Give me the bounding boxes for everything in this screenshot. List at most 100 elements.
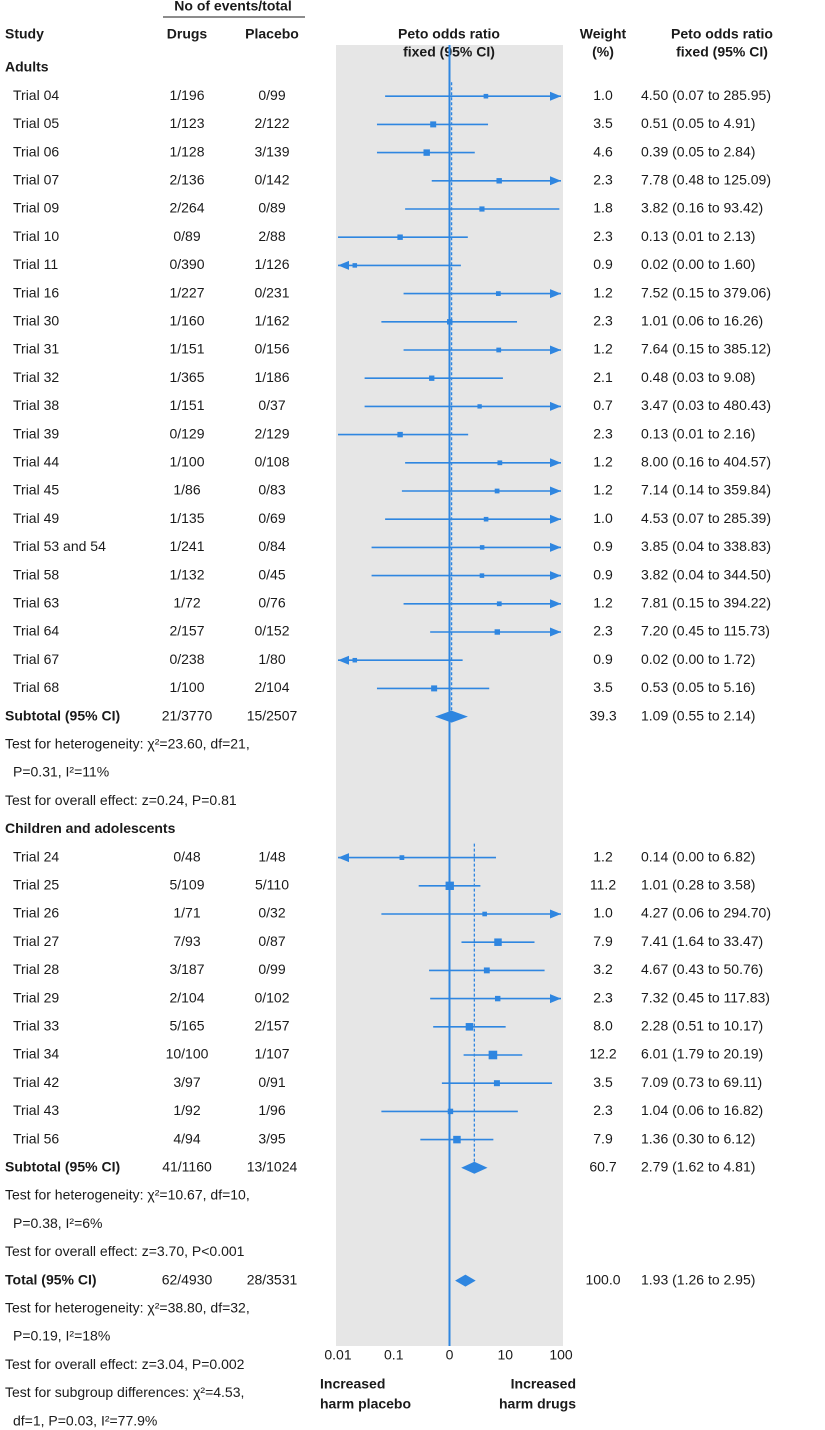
- placebo-events: 0/99: [258, 87, 285, 103]
- drugs-events: 1/128: [169, 143, 204, 159]
- study-square: [494, 938, 502, 946]
- x-tick-label: 10: [497, 1347, 513, 1363]
- placebo-header: Placebo: [245, 26, 299, 42]
- placebo-events: 0/84: [258, 538, 285, 554]
- ci-label: 0.13 (0.01 to 2.16): [641, 425, 755, 441]
- weight: 1.2: [593, 595, 613, 611]
- placebo-events: 1/80: [258, 651, 285, 667]
- drugs-events: 0/48: [173, 848, 200, 864]
- study-name: Trial 26: [13, 905, 59, 921]
- weight: 0.9: [593, 538, 613, 554]
- drugs-events: 1/227: [169, 284, 204, 300]
- study-square: [479, 545, 485, 550]
- test-note: Test for overall effect: z=3.70, P<0.001: [5, 1243, 245, 1259]
- study-square: [465, 1023, 474, 1031]
- study-square: [494, 995, 501, 1002]
- drugs-events: 2/264: [169, 200, 204, 216]
- study-square: [477, 404, 482, 409]
- study-name: Trial 10: [13, 228, 59, 244]
- weight: 7.9: [593, 933, 613, 949]
- study-name: Trial 16: [13, 284, 59, 300]
- drugs-events: 0/238: [169, 651, 204, 667]
- ci-label: 7.20 (0.45 to 115.73): [641, 623, 770, 639]
- arrow-head: [338, 853, 349, 863]
- weight: 11.2: [590, 877, 616, 893]
- study-square: [494, 629, 501, 635]
- placebo-events: 3/139: [254, 143, 289, 159]
- group-label: Adults: [5, 59, 49, 75]
- placebo-events: 0/37: [258, 397, 285, 413]
- study-name: Trial 49: [13, 510, 59, 526]
- study-square: [483, 516, 489, 522]
- x-tick-label: 0.1: [384, 1347, 404, 1363]
- drugs-events: 1/151: [169, 397, 204, 413]
- test-note: df=1, P=0.03, I²=77.9%: [13, 1412, 157, 1428]
- weight: 2.3: [593, 1102, 613, 1118]
- ci-label: 1.09 (0.55 to 2.14): [641, 707, 755, 723]
- test-note: Test for overall effect: z=0.24, P=0.81: [5, 792, 237, 808]
- placebo-events: 2/157: [254, 1018, 289, 1034]
- study-name: Trial 09: [13, 200, 59, 216]
- drugs-events: 1/241: [169, 538, 204, 554]
- ci-label: 4.27 (0.06 to 294.70): [641, 905, 771, 921]
- arrow-head: [338, 655, 349, 665]
- weight: 1.0: [593, 905, 613, 921]
- plot-header: Peto odds ratio: [398, 26, 500, 42]
- ci-header: Peto odds ratio: [671, 26, 773, 42]
- study-name: Trial 33: [13, 1018, 59, 1034]
- study-square: [352, 263, 358, 268]
- arrow-head: [550, 542, 561, 552]
- arrow-head: [550, 486, 561, 496]
- ci-label: 1.93 (1.26 to 2.95): [641, 1271, 755, 1287]
- ci-label: 4.50 (0.07 to 285.95): [641, 87, 771, 103]
- arrow-head: [550, 458, 561, 468]
- placebo-events: 5/110: [255, 877, 289, 893]
- x-tick-label: 0: [446, 1347, 454, 1363]
- weight: 1.0: [593, 510, 613, 526]
- study-name: Trial 64: [13, 623, 59, 639]
- drugs-events: 1/365: [169, 369, 204, 385]
- study-name: Trial 53 and 54: [13, 538, 106, 554]
- direction-label: harm placebo: [320, 1396, 411, 1412]
- ci-label: 0.14 (0.00 to 6.82): [641, 848, 755, 864]
- study-square: [429, 375, 435, 381]
- weight: 3.5: [593, 1074, 613, 1090]
- weight: 2.1: [593, 369, 613, 385]
- placebo-events: 0/152: [254, 623, 289, 639]
- placebo-events: 0/32: [258, 905, 285, 921]
- test-note: Test for overall effect: z=3.04, P=0.002: [5, 1356, 245, 1372]
- weight: 0.9: [593, 566, 613, 582]
- weight: 3.2: [593, 961, 613, 977]
- study-name: Trial 07: [13, 172, 59, 188]
- study-square: [496, 601, 502, 607]
- pooled-name: Total (95% CI): [5, 1271, 97, 1287]
- ci-label: 0.02 (0.00 to 1.60): [641, 256, 755, 272]
- placebo-events: 2/104: [254, 679, 289, 695]
- drugs-events: 1/86: [173, 482, 200, 498]
- events-header: No of events/total: [174, 0, 291, 14]
- ci-label: 8.00 (0.16 to 404.57): [641, 454, 771, 470]
- pooled-diamond: [435, 710, 468, 723]
- study-square: [496, 178, 502, 184]
- study-name: Trial 39: [13, 425, 59, 441]
- study-square: [488, 1050, 498, 1060]
- arrow-head: [550, 994, 561, 1004]
- weight: 7.9: [593, 1130, 613, 1146]
- placebo-events: 13/1024: [247, 1159, 298, 1175]
- ci-label: 2.79 (1.62 to 4.81): [641, 1159, 755, 1175]
- study-square: [430, 121, 437, 128]
- ci-label: 3.82 (0.16 to 93.42): [641, 200, 763, 216]
- test-note: P=0.38, I²=6%: [13, 1215, 103, 1231]
- study-square: [479, 573, 485, 578]
- study-name: Trial 58: [13, 566, 59, 582]
- ci-label: 0.13 (0.01 to 2.13): [641, 228, 755, 244]
- study-square: [453, 1135, 461, 1144]
- placebo-events: 1/107: [254, 1046, 289, 1062]
- weight: 0.9: [593, 256, 613, 272]
- study-name: Trial 43: [13, 1102, 59, 1118]
- study-name: Trial 67: [13, 651, 59, 667]
- drugs-events: 2/104: [169, 989, 204, 1005]
- placebo-events: 1/162: [254, 313, 289, 329]
- weight: 60.7: [589, 1159, 616, 1175]
